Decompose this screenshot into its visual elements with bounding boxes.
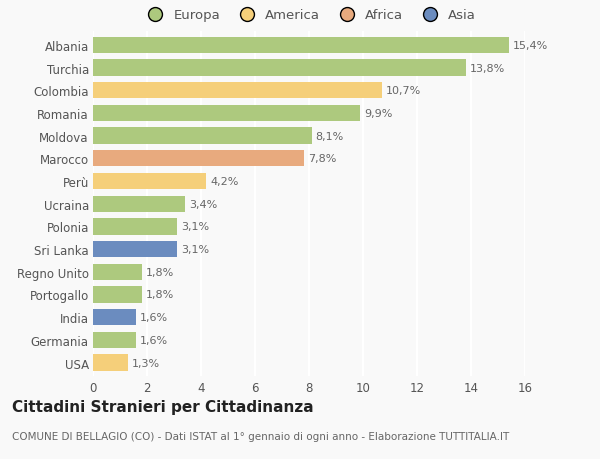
Text: 1,6%: 1,6% xyxy=(140,335,169,345)
Text: 3,1%: 3,1% xyxy=(181,245,209,255)
Bar xyxy=(93,106,360,122)
Text: 7,8%: 7,8% xyxy=(308,154,336,164)
Text: 4,2%: 4,2% xyxy=(211,177,239,187)
Bar xyxy=(93,174,206,190)
Bar xyxy=(93,241,176,257)
Text: 3,1%: 3,1% xyxy=(181,222,209,232)
Bar xyxy=(93,264,142,280)
Text: 8,1%: 8,1% xyxy=(316,131,344,141)
Legend: Europa, America, Africa, Asia: Europa, America, Africa, Asia xyxy=(142,9,476,22)
Bar xyxy=(93,196,185,213)
Text: 10,7%: 10,7% xyxy=(386,86,421,96)
Text: 1,8%: 1,8% xyxy=(146,290,174,300)
Bar xyxy=(93,151,304,167)
Bar xyxy=(93,83,382,99)
Text: 1,6%: 1,6% xyxy=(140,313,169,323)
Bar xyxy=(93,219,176,235)
Bar xyxy=(93,355,128,371)
Bar xyxy=(93,287,142,303)
Text: Cittadini Stranieri per Cittadinanza: Cittadini Stranieri per Cittadinanza xyxy=(12,399,314,414)
Bar xyxy=(93,128,312,145)
Bar xyxy=(93,332,136,348)
Text: 3,4%: 3,4% xyxy=(189,199,217,209)
Text: 15,4%: 15,4% xyxy=(513,41,548,50)
Bar xyxy=(93,60,466,77)
Text: 9,9%: 9,9% xyxy=(364,109,393,119)
Text: COMUNE DI BELLAGIO (CO) - Dati ISTAT al 1° gennaio di ogni anno - Elaborazione T: COMUNE DI BELLAGIO (CO) - Dati ISTAT al … xyxy=(12,431,509,442)
Text: 1,3%: 1,3% xyxy=(132,358,160,368)
Text: 1,8%: 1,8% xyxy=(146,267,174,277)
Bar xyxy=(93,38,509,54)
Text: 13,8%: 13,8% xyxy=(470,63,505,73)
Bar xyxy=(93,309,136,325)
